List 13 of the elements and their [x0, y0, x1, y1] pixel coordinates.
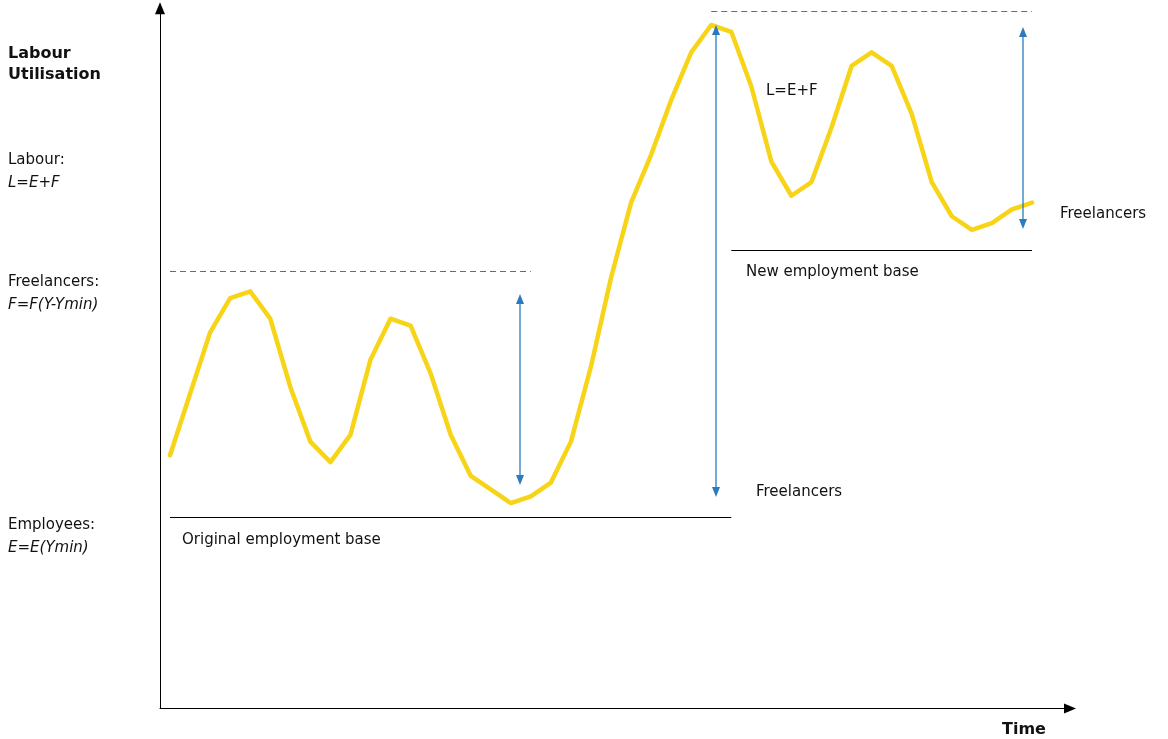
annotation: Freelancers [756, 482, 843, 500]
text: Freelancers: [8, 272, 100, 290]
x-axis-title: Time [1002, 719, 1046, 738]
text: Employees: [8, 515, 96, 533]
annotation: Original employment base [182, 530, 381, 548]
text: Freelancers [1060, 204, 1147, 222]
annotation: L=E+F [766, 81, 818, 99]
text: E=E(Ymin) [8, 538, 89, 556]
y-axis-title: Labour Utilisation [8, 42, 102, 84]
text: L=E+F [8, 173, 60, 191]
annotation: New employment base [746, 262, 919, 280]
text: F=F(Y-Ymin) [8, 295, 99, 313]
text: Labour: [8, 150, 65, 168]
